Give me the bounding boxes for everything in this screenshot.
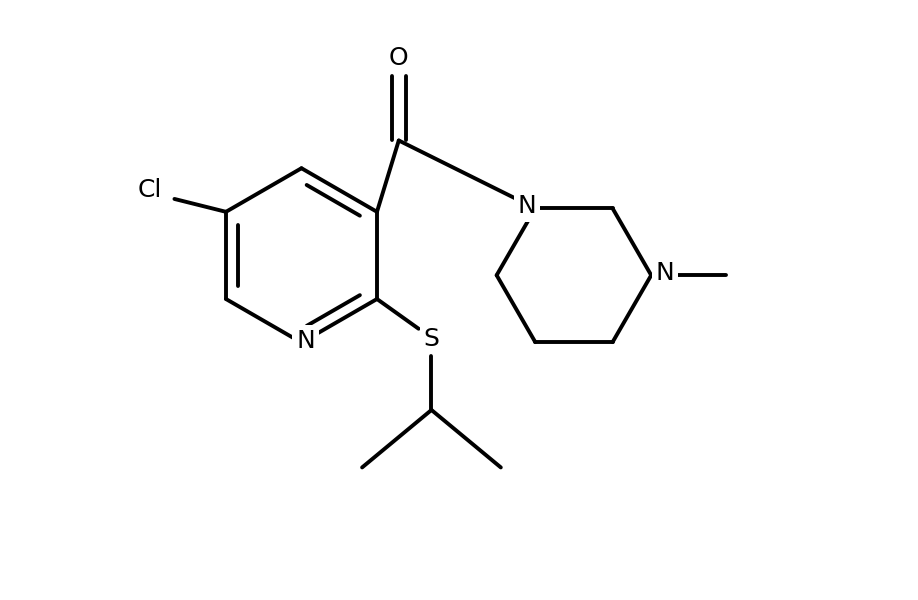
Text: Cl: Cl (138, 178, 162, 202)
Text: N: N (297, 329, 315, 353)
Text: O: O (389, 46, 409, 70)
Text: S: S (423, 326, 440, 350)
Text: N: N (518, 194, 537, 218)
Text: N: N (655, 261, 675, 285)
